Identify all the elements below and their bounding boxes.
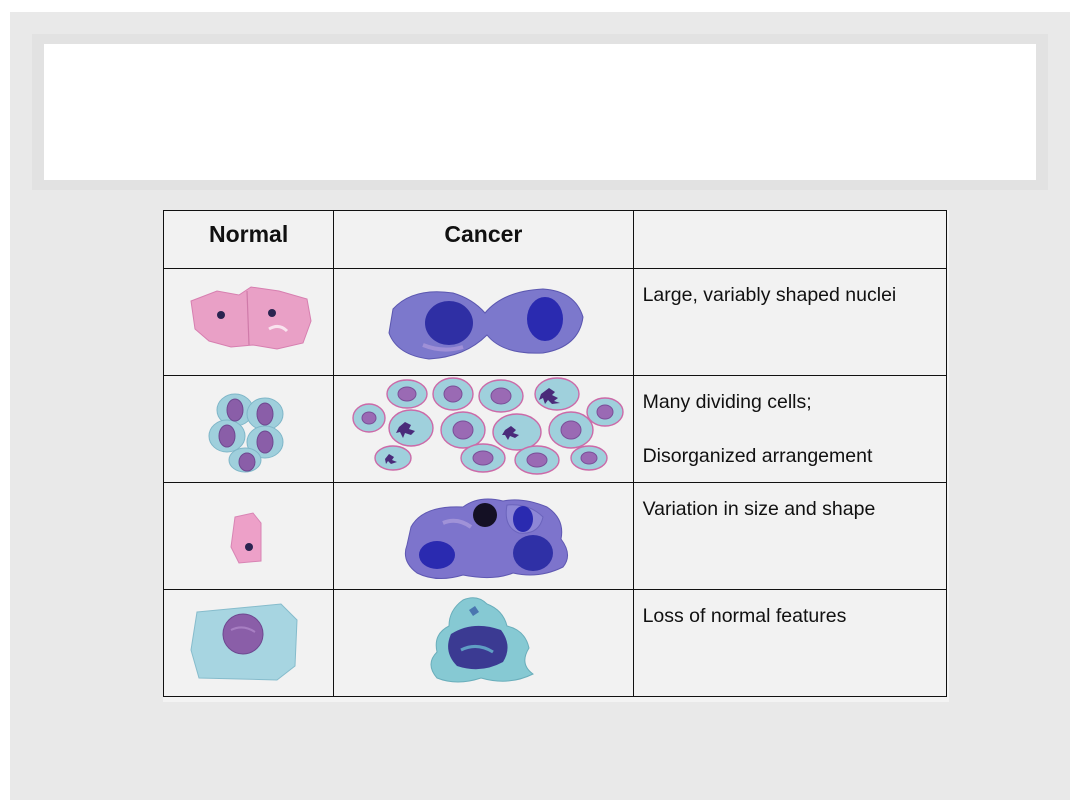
feature-line-1: Many dividing cells;	[642, 391, 812, 413]
cancer-disrupted-cell-mass-image	[430, 597, 535, 683]
cancer-cell-image-cell	[333, 589, 634, 697]
feature-cell: Large, variably shaped nuclei	[632, 268, 948, 376]
cancer-cell-image-cell	[333, 268, 634, 376]
feature-cell: Many dividing cells; Disorganized arrang…	[632, 375, 948, 483]
feature-text: Variation in size and shape	[642, 498, 876, 520]
feature-text: Many dividing cells; Disorganized arrang…	[634, 376, 946, 468]
title-placeholder	[44, 44, 1036, 180]
cancer-irregular-cell-cluster-image	[405, 498, 569, 579]
comparison-table: Normal Cancer	[162, 210, 948, 697]
feature-cell: Variation in size and shape	[632, 482, 948, 590]
normal-cell-cluster-image	[208, 393, 284, 473]
normal-single-pink-cell-image	[230, 512, 262, 564]
table-row: Loss of normal features	[162, 589, 948, 697]
slide-background: Normal Cancer	[10, 12, 1070, 800]
normal-cell-image-cell	[162, 375, 335, 483]
normal-cell-image-cell	[162, 268, 335, 376]
normal-cell-image-cell	[162, 589, 335, 697]
normal-squamous-cells-image	[190, 286, 312, 350]
feature-line-2: Disorganized arrangement	[642, 445, 873, 467]
normal-cell-image-cell	[162, 482, 335, 590]
feature-text: Large, variably shaped nuclei	[642, 284, 897, 306]
feature-text: Loss of normal features	[642, 605, 847, 627]
header-cancer: Cancer	[333, 210, 634, 269]
comparison-table-container: Normal Cancer	[162, 210, 949, 702]
table-row: Many dividing cells; Disorganized arrang…	[162, 375, 948, 483]
header-row: Normal Cancer	[162, 210, 948, 269]
cancer-binucleate-cells-image	[388, 288, 584, 360]
header-normal: Normal	[162, 210, 335, 269]
cancer-cell-image-cell	[333, 375, 634, 483]
table-row: Variation in size and shape	[162, 482, 948, 590]
cancer-dividing-cell-sheet-image	[352, 377, 625, 475]
normal-cell-round-nucleus-image	[190, 603, 298, 681]
cancer-cell-image-cell	[333, 482, 634, 590]
feature-cell: Loss of normal features	[632, 589, 948, 697]
table-row: Large, variably shaped nuclei	[162, 268, 948, 376]
header-features	[632, 210, 948, 269]
